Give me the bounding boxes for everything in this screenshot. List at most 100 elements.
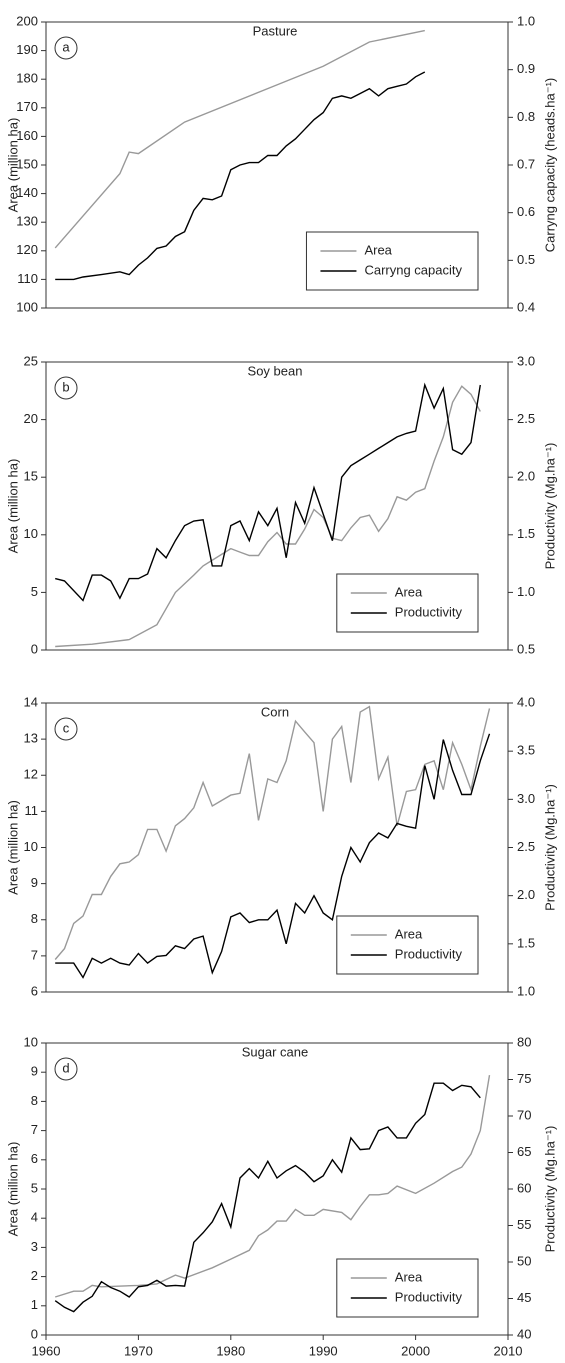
y-tick-label: 4 (31, 1210, 38, 1225)
y2-tick-label: 0.7 (517, 156, 535, 171)
y-tick-label: 1 (31, 1297, 38, 1312)
y-tick-label: 120 (16, 242, 38, 257)
legend-label: Area (364, 242, 392, 257)
y2-tick-label: 55 (517, 1217, 531, 1232)
y2-tick-label: 1.0 (517, 584, 535, 599)
y-tick-label: 2 (31, 1268, 38, 1283)
y2-tick-label: 65 (517, 1144, 531, 1159)
y-tick-label: 6 (31, 983, 38, 998)
data-line (55, 733, 491, 979)
y2-tick-label: 2.5 (517, 839, 535, 854)
y-tick-label: 6 (31, 1151, 38, 1166)
y-tick-label: 8 (31, 1093, 38, 1108)
y2-tick-label: 0.5 (517, 252, 535, 267)
panel-label: c (63, 720, 70, 735)
legend-label: Area (395, 926, 423, 941)
x-tick-label: 1960 (32, 1343, 61, 1358)
y-tick-label: 170 (16, 99, 38, 114)
y2-tick-label: 40 (517, 1326, 531, 1341)
y-tick-label: 10 (24, 526, 38, 541)
x-tick-label: 1970 (124, 1343, 153, 1358)
y2-tick-label: 2.0 (517, 469, 535, 484)
y-tick-label: 160 (16, 128, 38, 143)
y2-tick-label: 2.5 (517, 411, 535, 426)
x-tick-label: 1990 (309, 1343, 338, 1358)
legend-box (336, 573, 479, 633)
legend-label: Carryng capacity (364, 262, 462, 277)
y-tick-label: 10 (24, 1034, 38, 1049)
y-tick-label: 7 (31, 947, 38, 962)
y2-axis-label: Carryng capacity (heads.ha⁻¹) (542, 78, 557, 253)
y2-tick-label: 45 (517, 1290, 531, 1305)
y-tick-label: 25 (24, 353, 38, 368)
y2-tick-label: 50 (517, 1253, 531, 1268)
y2-axis-label: Productivity (Mg.ha⁻¹) (542, 1126, 557, 1253)
y-tick-label: 130 (16, 214, 38, 229)
panel-badge (54, 1057, 78, 1081)
x-tick-label: 2000 (401, 1343, 430, 1358)
y-tick-label: 8 (31, 911, 38, 926)
y-tick-label: 0 (31, 1326, 38, 1341)
y2-tick-label: 1.0 (517, 13, 535, 28)
panel-title: Sugar cane (242, 1044, 309, 1059)
legend: Area Productivity (336, 573, 479, 633)
y-tick-label: 13 (24, 731, 38, 746)
y2-tick-label: 2.0 (517, 887, 535, 902)
data-line (54, 29, 425, 249)
y-tick-label: 14 (24, 694, 38, 709)
y-axis-label: Area (million ha) (5, 800, 20, 895)
y-axis-label: Area (million ha) (5, 1142, 20, 1237)
data-line (55, 382, 481, 602)
panel-title: Corn (261, 704, 289, 719)
y2-tick-label: 75 (517, 1071, 531, 1086)
y2-axis-label: Productivity (Mg.ha⁻¹) (542, 443, 557, 570)
y2-tick-label: 3.0 (517, 353, 535, 368)
y-tick-label: 180 (16, 71, 38, 86)
y-tick-label: 10 (24, 839, 38, 854)
legend-label: Productivity (395, 1289, 463, 1304)
y-tick-label: 5 (31, 1180, 38, 1195)
y-tick-label: 140 (16, 185, 38, 200)
y-tick-label: 9 (31, 1064, 38, 1079)
y2-tick-label: 0.4 (517, 299, 535, 314)
y-tick-label: 100 (16, 299, 38, 314)
legend-box (336, 1258, 479, 1318)
y-tick-label: 110 (17, 271, 38, 286)
data-line (55, 71, 426, 281)
y-tick-label: 200 (16, 13, 38, 28)
panel-title: Soy bean (248, 363, 303, 378)
y-tick-label: 7 (31, 1122, 38, 1137)
y2-tick-label: 0.6 (517, 204, 535, 219)
data-line (55, 385, 481, 648)
y2-tick-label: 0.9 (517, 61, 535, 76)
y2-tick-label: 70 (517, 1107, 531, 1122)
y2-tick-label: 80 (517, 1034, 531, 1049)
y-tick-label: 11 (25, 803, 39, 818)
panel-label: d (62, 1060, 69, 1075)
y2-tick-label: 3.0 (517, 791, 535, 806)
legend: Area Productivity (336, 1258, 479, 1318)
y-tick-label: 3 (31, 1239, 38, 1254)
y2-tick-label: 0.5 (517, 641, 535, 656)
legend: Area Carryng capacity (305, 231, 479, 291)
y-tick-label: 0 (31, 641, 38, 656)
legend-label: Area (395, 1269, 423, 1284)
y-tick-label: 190 (16, 42, 38, 57)
legend: Area Productivity (336, 915, 479, 975)
y-tick-label: 12 (24, 767, 38, 782)
panel-title: Pasture (253, 23, 298, 38)
panel-badge (54, 36, 78, 60)
y-tick-label: 150 (16, 156, 38, 171)
legend-label: Productivity (395, 604, 463, 619)
legend-label: Productivity (395, 946, 463, 961)
panel-badge (54, 717, 78, 741)
y2-tick-label: 3.5 (517, 743, 535, 758)
y-tick-label: 20 (24, 411, 38, 426)
panel-label: a (62, 39, 70, 54)
y-axis-label: Area (million ha) (5, 459, 20, 554)
y-tick-label: 5 (31, 584, 38, 599)
y2-axis-label: Productivity (Mg.ha⁻¹) (542, 784, 557, 911)
panel-badge (54, 376, 78, 400)
y2-tick-label: 0.8 (517, 109, 535, 124)
